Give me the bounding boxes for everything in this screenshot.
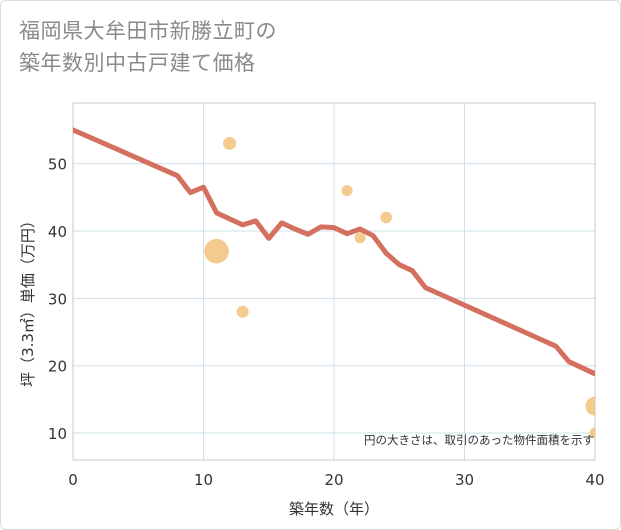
bubble-point bbox=[236, 305, 249, 318]
x-tick-label: 40 bbox=[585, 471, 604, 489]
x-tick-label: 30 bbox=[455, 471, 474, 489]
y-tick-label: 30 bbox=[48, 290, 67, 308]
bubble-point bbox=[223, 136, 237, 150]
bubble-point bbox=[380, 211, 393, 224]
x-axis-title: 築年数（年） bbox=[289, 500, 379, 518]
bubble-point bbox=[354, 232, 366, 244]
y-axis-title: 坪（3.3㎡）単価（万円） bbox=[19, 213, 37, 387]
bubble-size-note: 円の大きさは、取引のあった物件面積を示す bbox=[364, 433, 594, 447]
y-tick-label: 50 bbox=[48, 156, 67, 174]
plot-area-border bbox=[72, 102, 596, 461]
bubble-point bbox=[341, 185, 353, 197]
chart-title-line-2: 築年数別中古戸建て価格 bbox=[19, 51, 256, 75]
bubbles bbox=[204, 136, 595, 439]
y-tick-label: 20 bbox=[48, 358, 67, 376]
axis-ticks: 0 10 20 30 40 10 20 30 40 50 bbox=[48, 156, 605, 489]
y-tick-label: 10 bbox=[48, 425, 67, 443]
bubble-point bbox=[589, 427, 595, 439]
x-tick-label: 20 bbox=[324, 471, 343, 489]
chart-title-line-1: 福岡県大牟田市新勝立町の bbox=[19, 19, 277, 43]
chart-title: 福岡県大牟田市新勝立町の 築年数別中古戸建て価格 bbox=[19, 15, 277, 79]
y-tick-label: 40 bbox=[48, 223, 67, 241]
bubble-point bbox=[204, 238, 229, 264]
bubble-point bbox=[585, 396, 595, 416]
x-tick-label: 10 bbox=[194, 471, 213, 489]
trend-line-group bbox=[73, 127, 595, 377]
x-tick-label: 0 bbox=[68, 471, 78, 489]
grid bbox=[73, 103, 595, 460]
trend-line bbox=[73, 127, 595, 377]
